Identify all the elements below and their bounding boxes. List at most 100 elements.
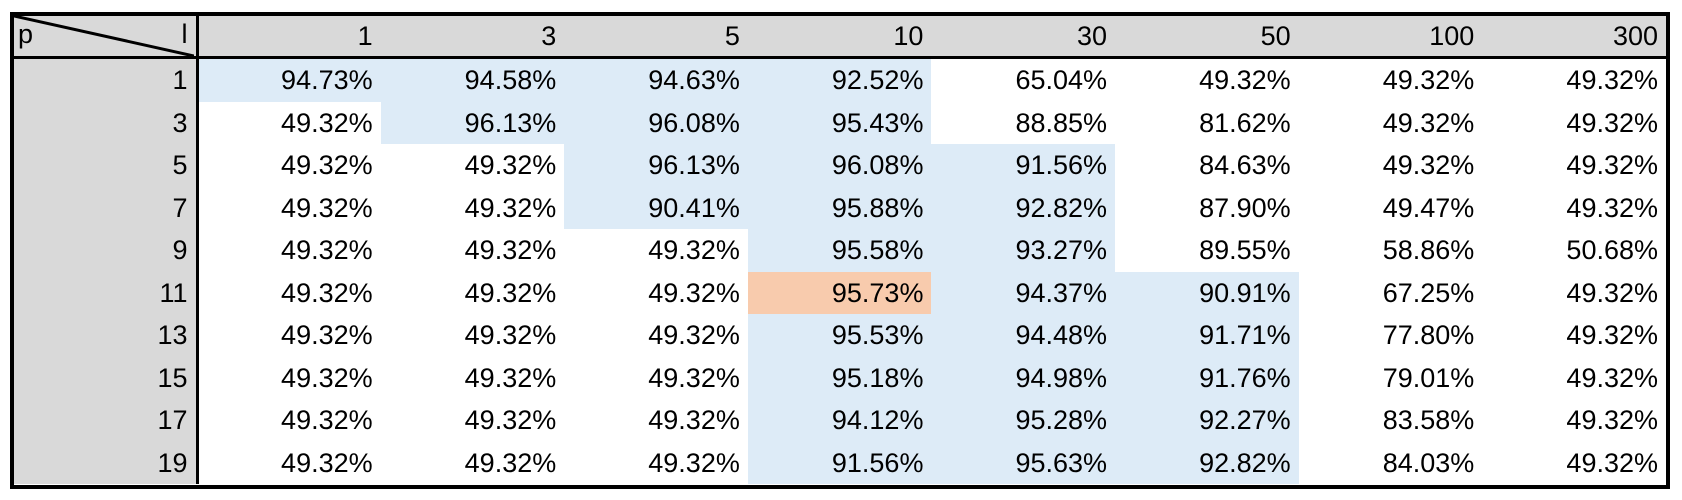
table-body: 1 94.73% 94.58% 94.63% 92.52% 65.04% 49.32% 49.… (14, 57, 1666, 484)
table-cell: 95.43% (747, 101, 932, 144)
row-header: 3 (14, 101, 199, 144)
table-cell: 49.32% (281, 447, 373, 478)
table-cell: 84.63% (1199, 150, 1291, 181)
diagonal-divider (14, 16, 194, 56)
column-header: 1 (197, 16, 381, 59)
table-cell: 49.32% (648, 235, 740, 266)
table-cell: 94.98% (931, 356, 1116, 399)
table-cell: 49.32% (648, 320, 740, 351)
table-row: 7 49.32% 49.32% 90.41% 95.88% 92.82% 87.90% 49.… (14, 186, 1666, 229)
table-cell: 95.58% (747, 229, 932, 272)
table-cell: 49.32% (464, 150, 557, 181)
table-cell: 49.32% (464, 362, 557, 393)
column-header: 10 (747, 16, 932, 59)
table-cell: 90.91% (1115, 271, 1299, 314)
table-cell: 94.48% (931, 314, 1116, 357)
row-header: 13 (14, 314, 199, 357)
table-cell: 50.68% (1566, 235, 1658, 266)
table-row: 13 49.32% 49.32% 49.32% 95.53% 94.48% 91.71% 77… (14, 314, 1666, 357)
table-row: 5 49.32% 49.32% 96.13% 96.08% 91.56% 84.63% 49.… (14, 144, 1666, 187)
table-cell: 92.82% (931, 186, 1116, 229)
table-cell: 49.32% (1566, 107, 1658, 138)
table-cell: 49.32% (648, 362, 740, 393)
table-row: 3 49.32% 96.13% 96.08% 95.43% 88.85% 81.62% 49.… (14, 101, 1666, 144)
table-cell: 49.32% (1566, 405, 1658, 436)
column-axis-label: l (181, 19, 188, 49)
table-cell: 49.32% (1566, 447, 1658, 478)
table-cell: 79.01% (1382, 362, 1475, 393)
table-cell: 49.32% (1199, 65, 1291, 96)
results-table: p l 1 3 5 10 30 50 100 300 1 94.73% 94.58%… (14, 16, 1666, 484)
table-cell: 49.32% (464, 192, 557, 223)
table-cell: 49.47% (1382, 192, 1475, 223)
row-header: 17 (14, 399, 199, 442)
table-cell: 92.82% (1115, 441, 1299, 484)
table-row: 15 49.32% 49.32% 49.32% 95.18% 94.98% 91.76% 79… (14, 356, 1666, 399)
column-header: 300 (1482, 16, 1666, 59)
table-cell: 49.32% (1566, 150, 1658, 181)
table-cell: 49.32% (1566, 65, 1658, 96)
table-cell: 95.18% (747, 356, 932, 399)
table-cell: 81.62% (1199, 107, 1291, 138)
table-cell: 94.12% (747, 399, 932, 442)
table-cell: 49.32% (1566, 320, 1658, 351)
table-cell: 49.32% (1566, 192, 1658, 223)
table-cell: 92.27% (1115, 399, 1299, 442)
column-header: 30 (931, 16, 1116, 59)
table-cell: 92.52% (747, 57, 932, 102)
table-cell: 95.53% (747, 314, 932, 357)
table-cell: 91.76% (1115, 356, 1299, 399)
table-cell: 88.85% (1015, 107, 1108, 138)
table-cell: 87.90% (1199, 192, 1291, 223)
row-header: 11 (14, 271, 199, 314)
row-header: 19 (14, 441, 199, 484)
table-cell: 65.04% (1015, 65, 1108, 96)
table-cell: 96.08% (747, 144, 932, 187)
table-cell: 94.73% (197, 57, 381, 102)
table-row: 19 49.32% 49.32% 49.32% 91.56% 95.63% 92.82% 84… (14, 441, 1666, 484)
table-cell: 49.32% (648, 277, 740, 308)
row-header: 15 (14, 356, 199, 399)
results-table-frame: p l 1 3 5 10 30 50 100 300 1 94.73% 94.58%… (10, 12, 1670, 489)
row-header: 9 (14, 229, 199, 272)
table-cell: 96.13% (564, 144, 748, 187)
table-row: 17 49.32% 49.32% 49.32% 94.12% 95.28% 92.27% 83… (14, 399, 1666, 442)
table-cell: 91.56% (931, 144, 1116, 187)
table-cell: 77.80% (1382, 320, 1475, 351)
table-cell: 49.32% (648, 405, 740, 436)
table-cell: 49.32% (281, 107, 373, 138)
table-cell: 49.32% (648, 447, 740, 478)
table-cell: 49.32% (281, 192, 373, 223)
table-cell: 95.73% (747, 271, 932, 314)
table-cell: 49.32% (281, 277, 373, 308)
table-cell: 49.32% (281, 150, 373, 181)
row-header: 7 (14, 186, 199, 229)
row-header: 1 (14, 57, 199, 102)
table-row: 9 49.32% 49.32% 49.32% 95.58% 93.27% 89.55% 58.… (14, 229, 1666, 272)
table-cell: 49.32% (281, 405, 373, 436)
column-header: 100 (1298, 16, 1483, 59)
table-cell: 49.32% (464, 405, 557, 436)
table-cell: 93.27% (931, 229, 1116, 272)
table-cell: 95.88% (747, 186, 932, 229)
table-cell: 49.32% (1382, 107, 1475, 138)
table-cell: 49.32% (281, 362, 373, 393)
table-cell: 90.41% (564, 186, 748, 229)
header-row: p l 1 3 5 10 30 50 100 300 (14, 16, 1666, 59)
table-cell: 49.32% (1382, 65, 1475, 96)
table-cell: 49.32% (464, 320, 557, 351)
table-cell: 49.32% (464, 447, 557, 478)
table-cell: 91.56% (747, 441, 932, 484)
row-axis-label: p (18, 19, 34, 49)
table-cell: 49.32% (281, 235, 373, 266)
table-cell: 58.86% (1382, 235, 1475, 266)
column-header: 5 (564, 16, 748, 59)
table-row: 11 49.32% 49.32% 49.32% 95.73% 94.37% 90.91% 67… (14, 271, 1666, 314)
table-cell: 49.32% (464, 277, 557, 308)
table-cell: 67.25% (1382, 277, 1475, 308)
table-cell: 49.32% (464, 235, 557, 266)
table-cell: 94.63% (564, 57, 748, 102)
table-cell: 49.32% (281, 320, 373, 351)
column-header: 3 (380, 16, 565, 59)
table-cell: 96.13% (380, 101, 565, 144)
